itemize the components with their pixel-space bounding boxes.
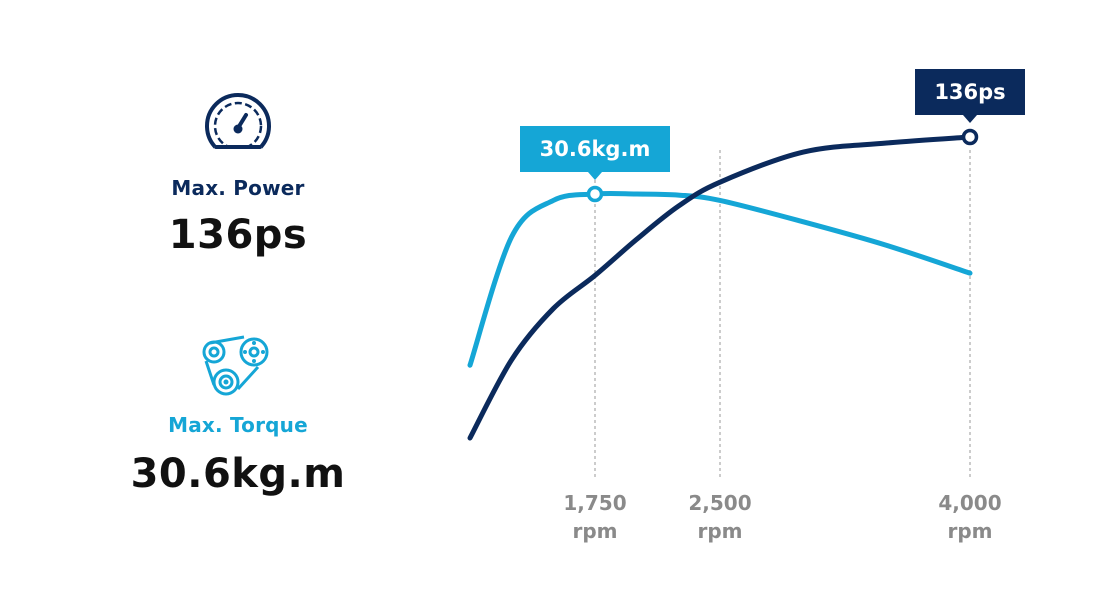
torque-callout-label: 30.6kg.m [540, 137, 651, 161]
x-tick-unit: rpm [572, 519, 617, 543]
x-tick-label: 4,000 [938, 491, 1001, 515]
power-callout-label: 136ps [934, 80, 1005, 104]
power-callout-pointer [963, 115, 977, 123]
max-torque-value: 30.6kg.m [130, 451, 346, 497]
power-peak-callout: 136ps [915, 69, 1025, 123]
x-tick-label: 1,750 [563, 491, 626, 515]
power-curve [467, 134, 973, 441]
max-power-value: 136ps [168, 212, 308, 258]
torque-curve [467, 190, 973, 368]
x-tick-label: 2,500 [688, 491, 751, 515]
torque-peak-marker [586, 185, 604, 203]
max-torque-label: Max. Torque [168, 413, 308, 437]
torque-peak-callout: 30.6kg.m [520, 126, 670, 180]
torque-callout-box [520, 126, 670, 172]
max-power-label: Max. Power [171, 176, 305, 200]
belt-pulley-icon [202, 335, 269, 396]
power-peak-marker [961, 128, 979, 146]
torque-callout-pointer [588, 172, 602, 180]
power-callout-box [915, 69, 1025, 115]
x-tick-unit: rpm [697, 519, 742, 543]
max-torque-spec: Max. Torque 30.6kg.m [118, 335, 358, 497]
max-power-spec: Max. Power 136ps [128, 90, 348, 258]
x-tick-unit: rpm [947, 519, 992, 543]
speedometer-icon [205, 93, 271, 158]
